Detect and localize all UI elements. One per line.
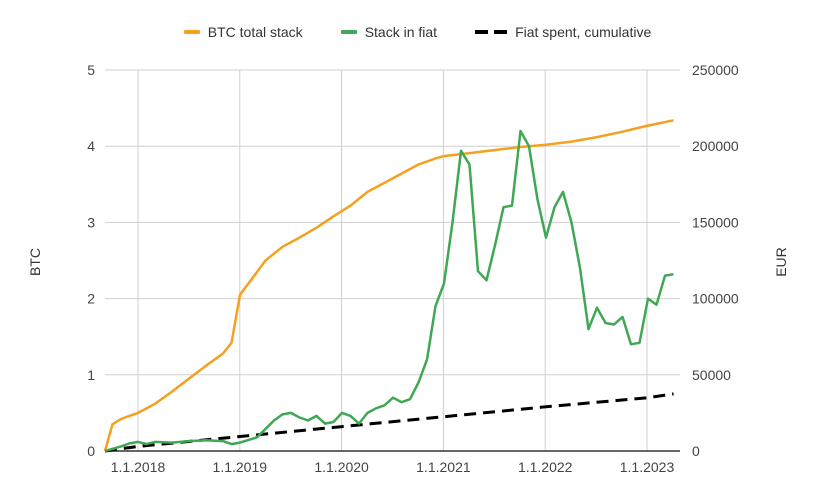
left-tick-label: 2 [87,291,95,307]
right-tick-label: 200000 [692,138,739,154]
left-tick-label: 0 [87,443,95,459]
x-tick-label: 1.1.2020 [314,459,369,475]
left-tick-label: 5 [87,62,95,78]
x-tick-label: 1.1.2019 [213,459,268,475]
legend-item-btc[interactable]: BTC total stack [164,24,303,40]
chart-legend: BTC total stack Stack in fiat Fiat spent… [0,24,815,40]
right-tick-label: 250000 [692,62,739,78]
legend-swatch-fiat-value [340,30,357,34]
legend-label-fiat-spent: Fiat spent, cumulative [515,24,652,40]
x-tick-label: 1.1.2018 [111,459,166,475]
right-tick-label: 100000 [692,291,739,307]
right-axis-title: EUR [773,247,789,277]
left-tick-label: 4 [87,138,95,154]
legend-label-fiat-value: Stack in fiat [364,24,438,40]
x-tick-label: 1.1.2021 [416,459,471,475]
right-tick-label: 50000 [692,367,731,383]
x-tick-label: 1.1.2022 [518,459,573,475]
legend-label-btc: BTC total stack [207,24,303,40]
series-lines [103,119,674,453]
left-tick-label: 3 [87,214,95,230]
left-tick-label: 1 [87,367,95,383]
right-tick-label: 0 [692,443,700,459]
legend-swatch-fiat-spent [475,30,508,34]
right-tick-label: 150000 [692,214,739,230]
left-axis-title: BTC [27,248,43,276]
series-line-fiat-spent-cumulative [104,392,674,453]
series-line-btc-total-stack [103,119,674,452]
legend-item-fiat-spent[interactable]: Fiat spent, cumulative [455,24,651,40]
legend-swatch-btc [183,30,200,34]
series-line-stack-in-fiat [104,129,674,453]
x-tick-label: 1.1.2023 [620,459,675,475]
legend-item-fiat-value[interactable]: Stack in fiat [321,24,437,40]
gridlines [105,69,680,452]
